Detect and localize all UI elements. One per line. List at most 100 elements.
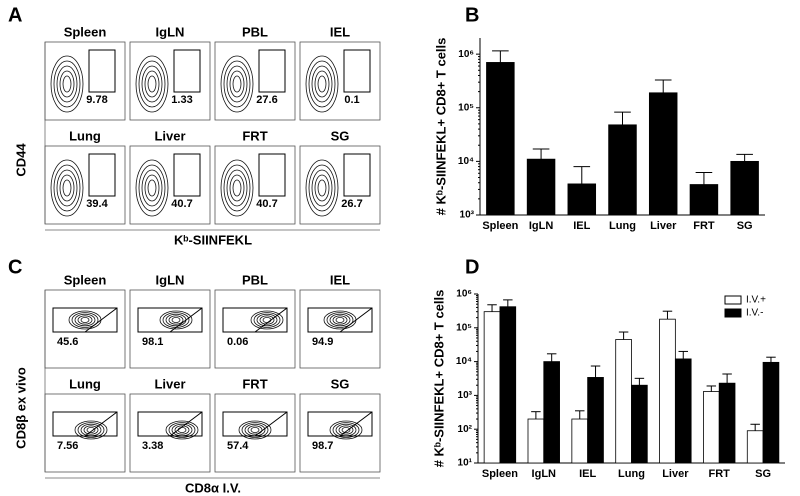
- gate-percent: 0.06: [227, 336, 248, 348]
- gate-percent: 45.6: [57, 336, 78, 348]
- gate-diagonal: [169, 307, 203, 333]
- gate-percent: 9.78: [86, 94, 107, 106]
- legend-label: I.V.+: [746, 295, 766, 306]
- contour: [305, 55, 339, 113]
- gate-percent: 98.7: [312, 440, 333, 452]
- contour: [314, 174, 330, 202]
- contour: [168, 422, 196, 438]
- bar: [527, 418, 545, 464]
- contour: [71, 312, 99, 328]
- contour: [56, 169, 78, 207]
- bar: [730, 160, 759, 216]
- gate: [137, 307, 203, 333]
- contour: [50, 159, 84, 217]
- contour: [250, 310, 284, 330]
- gate-percent: 27.6: [256, 94, 277, 106]
- y-axis-label: CD44: [13, 143, 28, 177]
- plot-title: Lung: [69, 376, 101, 391]
- contour: [147, 75, 157, 93]
- plot-title: IgLN: [156, 272, 185, 287]
- x-tick-label: Liver: [662, 468, 689, 480]
- gate-diagonal: [339, 411, 373, 437]
- gate: [222, 411, 288, 437]
- bar: [486, 62, 515, 216]
- contour: [229, 70, 245, 98]
- bar: [543, 361, 560, 464]
- contour: [308, 164, 336, 212]
- contour: [232, 179, 242, 197]
- gate: [258, 153, 286, 197]
- plot-title: PBL: [242, 24, 268, 39]
- x-tick-label: IgLN: [532, 468, 556, 480]
- gate: [173, 153, 201, 197]
- panel-letter: B: [465, 4, 479, 26]
- contour: [83, 425, 99, 435]
- panel-letter: A: [8, 4, 22, 26]
- contour: [177, 426, 187, 433]
- bar: [631, 384, 648, 464]
- bar: [483, 311, 501, 464]
- plot-frame: [214, 145, 296, 225]
- bar: [746, 430, 764, 464]
- plot-frame: [214, 289, 296, 369]
- plot-title: FRT: [242, 376, 267, 391]
- y-tick-label: 10⁴: [458, 156, 474, 167]
- gate-percent: 39.4: [86, 198, 108, 210]
- bar: [718, 382, 736, 464]
- plot-title: IEL: [330, 272, 350, 287]
- plot-frame: [44, 41, 126, 121]
- plot-title: IgLN: [156, 24, 185, 39]
- y-tick-label: 10⁵: [458, 102, 474, 113]
- plot-title: Liver: [154, 128, 185, 143]
- gate: [307, 411, 373, 437]
- plot-title: Spleen: [64, 272, 107, 287]
- contour: [341, 426, 351, 433]
- x-tick-label: FRT: [709, 468, 731, 480]
- contour: [314, 70, 330, 98]
- contour: [77, 422, 105, 438]
- contour: [86, 426, 96, 433]
- contour: [59, 174, 75, 202]
- y-tick-label: 10⁶: [456, 289, 472, 300]
- contour: [308, 60, 336, 108]
- gate: [222, 307, 288, 333]
- contour: [138, 164, 166, 212]
- plot-title: Lung: [69, 128, 101, 143]
- contour: [262, 316, 272, 323]
- y-tick-label: 10³: [458, 390, 473, 401]
- y-axis-label: # Kᵇ-SIINFEKL+ CD8+ T cells: [431, 290, 446, 468]
- contour: [62, 179, 72, 197]
- contour: [50, 55, 84, 113]
- contour: [253, 312, 281, 328]
- plot-title: FRT: [242, 128, 267, 143]
- contour: [259, 315, 275, 325]
- bar: [703, 391, 720, 464]
- plot-title: SG: [331, 376, 350, 391]
- contour: [311, 65, 333, 103]
- bar: [615, 339, 632, 464]
- contour: [247, 425, 263, 435]
- contour: [135, 55, 169, 113]
- gate-percent: 7.56: [57, 440, 78, 452]
- bar: [648, 92, 678, 216]
- gate: [258, 49, 286, 93]
- panel-letter: D: [465, 256, 479, 278]
- contour: [326, 312, 354, 328]
- gate: [307, 307, 373, 333]
- contour: [332, 422, 360, 438]
- bar: [762, 361, 780, 464]
- gate-percent: 26.7: [341, 198, 362, 210]
- contour: [53, 60, 81, 108]
- plot-frame: [44, 393, 126, 473]
- y-tick-label: 10³: [460, 210, 475, 221]
- contour: [135, 159, 169, 217]
- contour: [171, 316, 181, 323]
- plot-frame: [299, 145, 381, 225]
- panel-letter: C: [8, 256, 22, 278]
- legend-swatch: [724, 295, 742, 305]
- contour: [335, 316, 345, 323]
- contour: [80, 316, 90, 323]
- contour: [256, 313, 278, 327]
- gate: [88, 153, 116, 197]
